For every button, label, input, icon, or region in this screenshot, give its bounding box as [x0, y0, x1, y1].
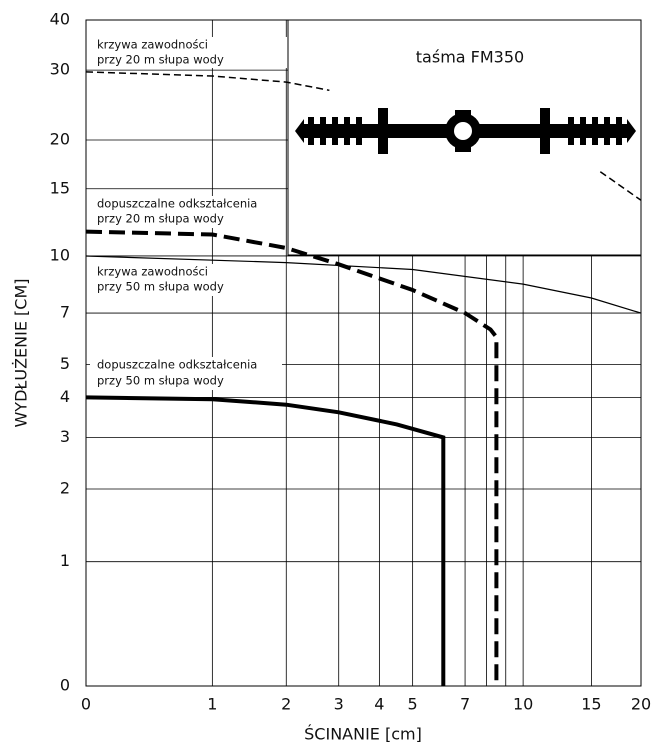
annotation: przy 50 m słupa wody	[97, 374, 224, 388]
x-tick-label: 5	[408, 695, 418, 714]
y-tick-label: 10	[50, 245, 70, 264]
annotation: przy 20 m słupa wody	[97, 212, 224, 226]
inset-title: taśma FM350	[416, 48, 524, 67]
y-axis-label: WYDŁUŻENIE [CM]	[12, 278, 31, 427]
y-tick-label: 0	[60, 676, 70, 695]
x-axis-label: ŚCINANIE [cm]	[304, 725, 422, 744]
annotation: przy 50 m słupa wody	[97, 280, 224, 294]
annotation: krzywa zawodności	[97, 265, 208, 279]
y-tick-label: 40	[50, 10, 70, 29]
tape-drawing	[295, 108, 636, 154]
y-tick-label: 20	[50, 129, 70, 148]
x-tick-label: 1	[207, 695, 217, 714]
annotations: krzywa zawodności przy 20 m słupa wody d…	[97, 38, 257, 388]
line	[85, 395, 446, 686]
line	[85, 229, 499, 686]
x-tick-label: 2	[281, 695, 291, 714]
x-tick-label: 7	[460, 695, 470, 714]
x-tick-label: 20	[631, 695, 651, 714]
x-tick-label: 15	[581, 695, 601, 714]
x-tick-label: 0	[81, 695, 91, 714]
annotation: dopuszczalne odkształcenia	[97, 197, 257, 211]
y-tick-label: 7	[60, 303, 70, 322]
y-tick-label: 15	[50, 178, 70, 197]
line	[85, 255, 642, 314]
x-tick-label: 4	[374, 695, 384, 714]
annotation: dopuszczalne odkształcenia	[97, 358, 257, 372]
x-tick-label: 3	[334, 695, 344, 714]
y-tick-label: 1	[60, 551, 70, 570]
plot-frame	[85, 19, 642, 687]
annotation-backgrounds	[90, 37, 287, 390]
line	[85, 71, 642, 201]
y-tick-label: 4	[60, 387, 70, 406]
annotation: przy 20 m słupa wody	[97, 53, 224, 67]
annotation: krzywa zawodności	[97, 38, 208, 52]
x-tick-label: 10	[513, 695, 533, 714]
y-tick-label: 3	[60, 427, 70, 446]
y-tick-label: 2	[60, 478, 70, 497]
y-tick-label: 5	[60, 354, 70, 373]
curves	[85, 71, 642, 686]
y-tick-label: 30	[50, 60, 70, 79]
